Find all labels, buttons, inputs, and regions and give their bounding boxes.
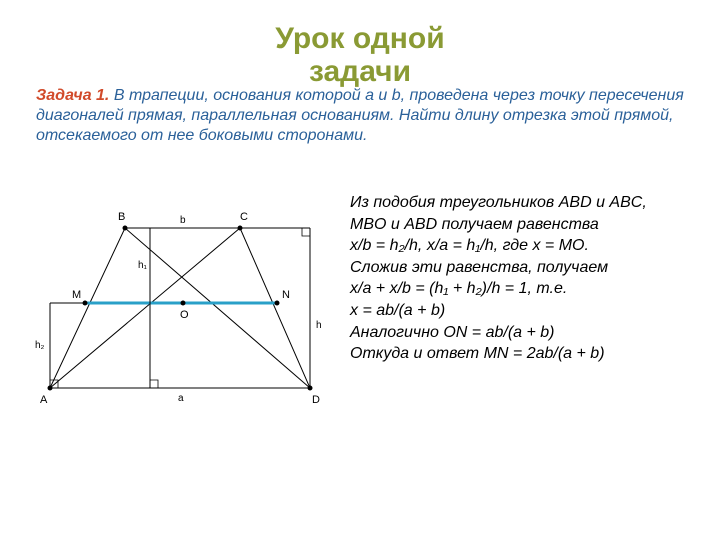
label-h1: h₁ bbox=[138, 260, 148, 271]
label-b: B bbox=[118, 211, 125, 223]
title-line2: задачи bbox=[0, 55, 720, 88]
point-a bbox=[48, 386, 53, 391]
label-d: D bbox=[312, 394, 320, 406]
label-side-b: b bbox=[180, 215, 186, 226]
point-d bbox=[308, 386, 313, 391]
label-m: M bbox=[72, 289, 81, 301]
right-angle-icon bbox=[302, 228, 310, 236]
expl-line: Из подобия треугольников ABD и ABC, bbox=[350, 192, 700, 214]
trapezoid bbox=[50, 228, 310, 388]
expl-line: x/a + x/b = (h₁ + h₂)/h = 1, т.е. bbox=[350, 278, 700, 300]
expl-line: MBO и ABD получаем равенства bbox=[350, 214, 700, 236]
point-o bbox=[181, 301, 186, 306]
expl-line: Аналогично ON = ab/(a + b) bbox=[350, 322, 700, 344]
diagonal-ac bbox=[50, 228, 240, 388]
point-b bbox=[123, 226, 128, 231]
problem-text: В трапеции, основания которой a и b, про… bbox=[36, 87, 684, 144]
title-line1: Урок одной bbox=[0, 22, 720, 55]
label-o: O bbox=[180, 309, 189, 321]
lesson-title: Урок одной задачи bbox=[0, 0, 720, 88]
expl-line: x/b = h₂/h, x/a = h₁/h, где x = MO. bbox=[350, 235, 700, 257]
right-angle-icon bbox=[150, 380, 158, 388]
diagonal-bd bbox=[125, 228, 310, 388]
label-n: N bbox=[282, 289, 290, 301]
expl-line: x = ab/(a + b) bbox=[350, 300, 700, 322]
problem-statement: Задача 1. В трапеции, основания которой … bbox=[36, 86, 690, 146]
problem-label: Задача 1. bbox=[36, 87, 109, 104]
solution-text: Из подобия треугольников ABD и ABC, MBO … bbox=[350, 192, 700, 365]
point-m bbox=[83, 301, 88, 306]
expl-line: Сложив эти равенства, получаем bbox=[350, 257, 700, 279]
point-n bbox=[275, 301, 280, 306]
label-a: A bbox=[40, 394, 48, 406]
label-h: h bbox=[316, 320, 322, 331]
label-c: C bbox=[240, 211, 248, 223]
label-h2: h₂ bbox=[35, 340, 45, 351]
trapezoid-diagram: A B C D M N O a b h h₁ h₂ bbox=[30, 198, 340, 418]
label-side-a: a bbox=[178, 393, 184, 404]
expl-line: Откуда и ответ MN = 2ab/(a + b) bbox=[350, 343, 700, 365]
point-c bbox=[238, 226, 243, 231]
